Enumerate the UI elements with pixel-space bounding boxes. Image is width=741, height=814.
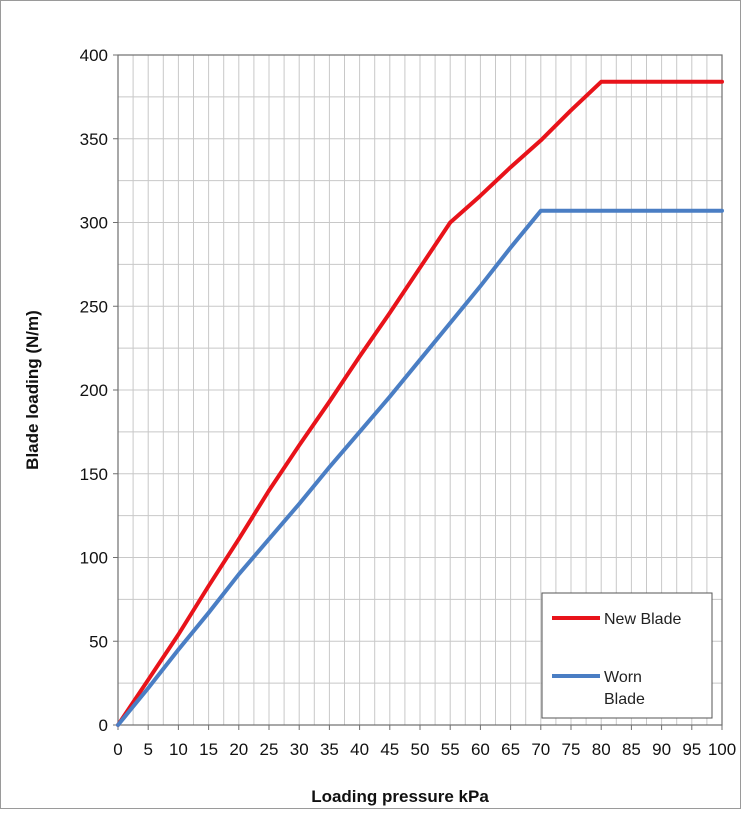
x-tick-label: 15 bbox=[199, 740, 218, 759]
x-tick-label: 5 bbox=[143, 740, 152, 759]
x-tick-label: 30 bbox=[290, 740, 309, 759]
y-tick-label: 150 bbox=[80, 465, 108, 484]
legend-label: Worn Blade bbox=[604, 669, 645, 708]
legend-label: New Blade bbox=[604, 611, 681, 628]
x-tick-label: 20 bbox=[229, 740, 248, 759]
x-tick-label: 100 bbox=[708, 740, 736, 759]
y-tick-label: 0 bbox=[99, 716, 108, 735]
y-tick-label: 300 bbox=[80, 214, 108, 233]
series-line-new-blade bbox=[116, 79, 724, 727]
x-tick-label: 45 bbox=[380, 740, 399, 759]
x-tick-label: 80 bbox=[592, 740, 611, 759]
y-tick-label: 400 bbox=[80, 46, 108, 65]
x-tick-label: 75 bbox=[562, 740, 581, 759]
y-tick-label: 250 bbox=[80, 297, 108, 316]
y-tick-label: 50 bbox=[89, 632, 108, 651]
x-axis-title: Loading pressure kPa bbox=[311, 787, 489, 806]
series-line-worn-blade bbox=[116, 208, 724, 727]
x-tick-label: 40 bbox=[350, 740, 369, 759]
x-tick-label: 65 bbox=[501, 740, 520, 759]
x-tick-label: 55 bbox=[441, 740, 460, 759]
x-tick-label: 25 bbox=[260, 740, 279, 759]
x-tick-label: 60 bbox=[471, 740, 490, 759]
y-tick-label: 100 bbox=[80, 549, 108, 568]
series-lines bbox=[116, 79, 724, 727]
y-tick-label: 350 bbox=[80, 130, 108, 149]
x-tick-label: 70 bbox=[531, 740, 550, 759]
x-tick-label: 35 bbox=[320, 740, 339, 759]
x-tick-label: 50 bbox=[411, 740, 430, 759]
legend-box bbox=[541, 592, 713, 719]
x-tick-label: 85 bbox=[622, 740, 641, 759]
x-tick-label: 10 bbox=[169, 740, 188, 759]
legend: New Blade Worn Blade bbox=[541, 592, 713, 719]
y-tick-label: 200 bbox=[80, 381, 108, 400]
x-tick-label: 0 bbox=[113, 740, 122, 759]
axis-ticks: 0 5 10 15 20 25 30 35 40 45 50 55 60 65 70 75 80 85 90 95 10… bbox=[80, 46, 737, 759]
x-tick-label: 95 bbox=[682, 740, 701, 759]
x-tick-label: 90 bbox=[652, 740, 671, 759]
y-axis-title: Blade loading (N/m) bbox=[23, 310, 42, 470]
